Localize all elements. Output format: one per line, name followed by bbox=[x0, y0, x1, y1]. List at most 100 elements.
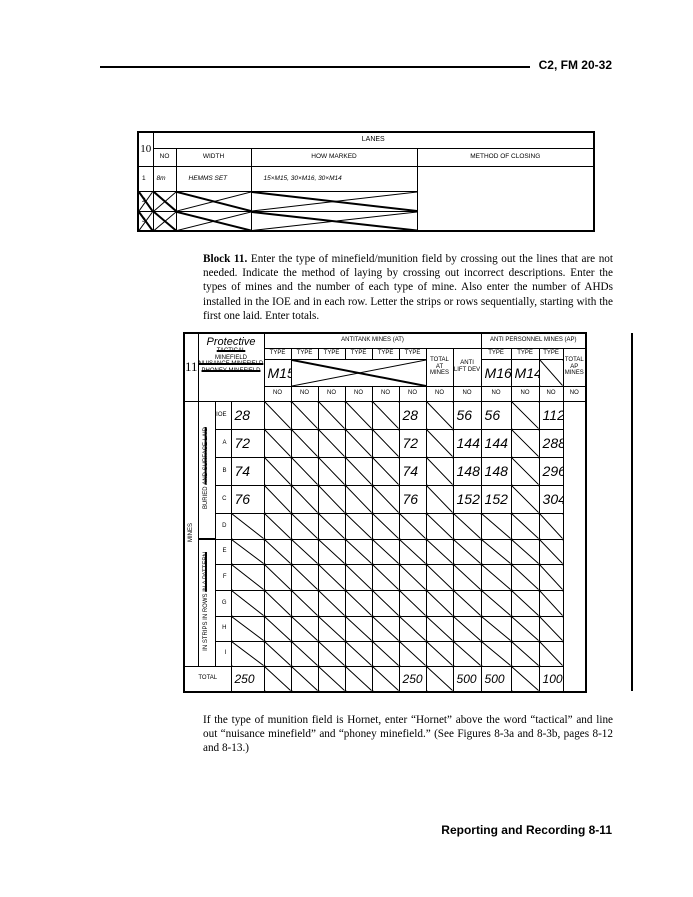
lane-row: 3 bbox=[137, 210, 594, 232]
ap-count bbox=[452, 538, 482, 565]
ap-count bbox=[510, 428, 540, 458]
cross-out-mark bbox=[177, 212, 251, 231]
block11-instructions: Block 11. Enter the type of minefield/mu… bbox=[203, 253, 614, 322]
total-label: TOTAL bbox=[183, 665, 232, 693]
anti-lift-header: ANTI LIFT DEV bbox=[452, 347, 482, 387]
ap-count: 56 bbox=[452, 400, 482, 430]
ap-count bbox=[452, 589, 482, 617]
block-number: 11 bbox=[183, 332, 199, 402]
anti-lift-count bbox=[425, 640, 454, 667]
lane-no: 3 bbox=[137, 210, 154, 232]
at-type-label: TYPE bbox=[344, 347, 373, 360]
cross-out-mark bbox=[139, 212, 153, 231]
lanes-column-header: NO bbox=[152, 147, 177, 167]
no-label: NO bbox=[290, 385, 319, 402]
at-count bbox=[263, 640, 292, 667]
total-ap bbox=[538, 589, 564, 617]
ap-count bbox=[452, 615, 482, 642]
mine-row: MINES BURIED AND SURFACE LAID IOE 28 28 56 56 1… bbox=[183, 400, 586, 667]
total-ap: 296 bbox=[538, 456, 564, 486]
ap-count bbox=[480, 640, 512, 667]
row-label: A bbox=[214, 428, 232, 458]
hornet-instructions: If the type of munition field is Hornet,… bbox=[203, 714, 613, 755]
ap-type-label: TYPE bbox=[480, 347, 512, 360]
total-at bbox=[398, 563, 427, 591]
at-count bbox=[230, 563, 265, 591]
at-count: 76 bbox=[230, 484, 265, 514]
no-label: NO bbox=[263, 385, 292, 402]
ap-count bbox=[480, 615, 512, 642]
cross-out-mark bbox=[252, 192, 417, 211]
at-count bbox=[344, 589, 373, 617]
total-at: 72 bbox=[398, 428, 427, 458]
at-type-label: TYPE bbox=[317, 347, 346, 360]
at-count bbox=[317, 640, 346, 667]
ap-count bbox=[510, 512, 540, 540]
cross-out-mark bbox=[292, 360, 426, 386]
ap-count: 148 bbox=[480, 456, 512, 486]
at-count bbox=[230, 512, 265, 540]
anti-lift-count bbox=[425, 538, 454, 565]
page-header: C2, FM 20-32 bbox=[538, 58, 612, 72]
at-count bbox=[371, 640, 400, 667]
total-at-count bbox=[290, 665, 319, 693]
lane-method: 15×M15, 30×M16, 30×M14 bbox=[250, 165, 418, 192]
no-label: NO bbox=[371, 385, 400, 402]
page-footer: Reporting and Recording 8-11 bbox=[441, 823, 612, 837]
at-count bbox=[263, 512, 292, 540]
lanes-table: 10 LANES NO WIDTH HOW MARKED METHOD OF CLOS… bbox=[137, 131, 595, 232]
at-count bbox=[290, 484, 319, 514]
anti-lift-count bbox=[425, 615, 454, 642]
at-count bbox=[317, 456, 346, 486]
mine-row: H bbox=[184, 615, 586, 642]
at-count bbox=[290, 615, 319, 642]
total-ap-count: 500 bbox=[480, 665, 512, 693]
at-type-label: TYPE bbox=[290, 347, 319, 360]
ap-type-label: TYPE bbox=[538, 347, 564, 360]
at-type-value: M15 bbox=[263, 358, 292, 387]
total-at bbox=[398, 615, 427, 642]
at-count bbox=[317, 615, 346, 642]
ap-count: 56 bbox=[480, 400, 512, 430]
at-count bbox=[371, 484, 400, 514]
total-total-ap: 1000 bbox=[538, 665, 564, 693]
ap-count: 148 bbox=[452, 456, 482, 486]
at-count bbox=[290, 456, 319, 486]
lane-width bbox=[152, 210, 177, 232]
anti-lift-count bbox=[425, 589, 454, 617]
at-count bbox=[344, 400, 373, 430]
at-type-label: TYPE bbox=[263, 347, 292, 360]
at-count bbox=[344, 615, 373, 642]
at-count bbox=[317, 589, 346, 617]
anti-lift-count bbox=[425, 400, 454, 430]
at-count: 28 bbox=[230, 400, 265, 430]
total-at: 74 bbox=[398, 456, 427, 486]
mines-table: 11 Protective TACTICAL MINEFIELD NUISANC… bbox=[183, 332, 587, 693]
ap-count bbox=[452, 512, 482, 540]
total-at bbox=[398, 538, 427, 565]
cross-out-mark bbox=[177, 192, 251, 211]
mines-label: MINES bbox=[183, 400, 199, 667]
lanes-title: LANES bbox=[152, 131, 595, 149]
total-at: 76 bbox=[398, 484, 427, 514]
strips-label: IN STRIPS IN ROWS IN A PATTERN bbox=[197, 538, 216, 667]
at-count bbox=[317, 400, 346, 430]
lane-method bbox=[250, 190, 418, 212]
at-count bbox=[290, 512, 319, 540]
no-label: NO bbox=[317, 385, 346, 402]
at-count bbox=[371, 563, 400, 591]
row-label: E bbox=[214, 538, 232, 565]
at-count bbox=[317, 563, 346, 591]
lane-no: 2 bbox=[137, 190, 154, 212]
total-ap bbox=[538, 615, 564, 642]
total-ap: 288 bbox=[538, 428, 564, 458]
at-count bbox=[263, 615, 292, 642]
row-label: F bbox=[214, 563, 232, 591]
ap-count bbox=[510, 640, 540, 667]
total-at bbox=[398, 512, 427, 540]
at-count bbox=[263, 456, 292, 486]
no-label: NO bbox=[452, 385, 482, 402]
mine-row: F bbox=[184, 563, 586, 591]
at-count bbox=[344, 428, 373, 458]
total-total-at: 250 bbox=[398, 665, 427, 693]
